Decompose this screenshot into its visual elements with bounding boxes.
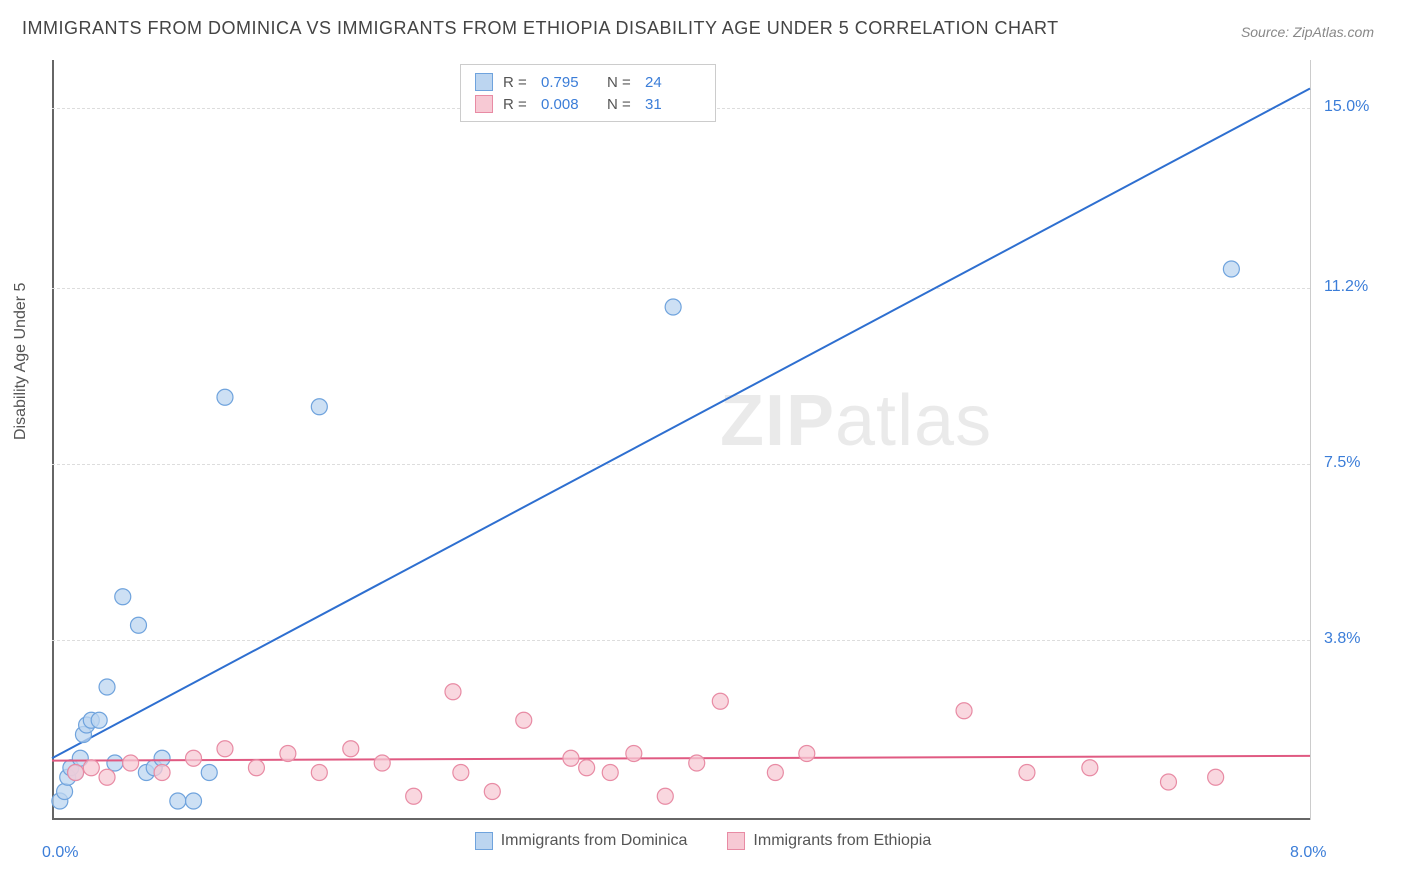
data-point (57, 784, 73, 800)
data-point (712, 693, 728, 709)
legend-stat-value: 0.008 (541, 96, 597, 113)
data-point (1223, 261, 1239, 277)
data-point (1208, 769, 1224, 785)
data-point (154, 765, 170, 781)
data-point (445, 684, 461, 700)
right-axis-line (1310, 60, 1311, 820)
legend-series-item: Immigrants from Ethiopia (727, 832, 931, 850)
data-point (99, 769, 115, 785)
data-point (374, 755, 390, 771)
data-point (956, 703, 972, 719)
data-point (1160, 774, 1176, 790)
legend-stats-box: R = 0.795 N = 24 R = 0.008 N = 31 (460, 64, 716, 122)
y-tick-label: 3.8% (1324, 630, 1360, 648)
legend-stat-row: R = 0.008 N = 31 (475, 93, 701, 115)
data-point (516, 712, 532, 728)
y-tick-label: 7.5% (1324, 454, 1360, 472)
data-point (799, 746, 815, 762)
data-point (170, 793, 186, 809)
regression-line (52, 756, 1310, 761)
data-point (91, 712, 107, 728)
data-point (343, 741, 359, 757)
data-point (563, 750, 579, 766)
data-point (217, 389, 233, 405)
data-point (1019, 765, 1035, 781)
data-point (626, 746, 642, 762)
legend-stat-label: R = (503, 96, 531, 113)
legend-swatch (727, 832, 745, 850)
data-point (665, 299, 681, 315)
data-point (217, 741, 233, 757)
legend-series-label: Immigrants from Ethiopia (753, 832, 931, 850)
data-point (68, 765, 84, 781)
data-point (767, 765, 783, 781)
data-point (311, 399, 327, 415)
data-point (484, 784, 500, 800)
data-point (657, 788, 673, 804)
data-point (186, 750, 202, 766)
data-point (579, 760, 595, 776)
data-point (248, 760, 264, 776)
data-point (1082, 760, 1098, 776)
legend-swatch (475, 73, 493, 91)
data-point (186, 793, 202, 809)
legend-series-item: Immigrants from Dominica (475, 832, 688, 850)
legend-swatch (475, 95, 493, 113)
legend-series: Immigrants from Dominica Immigrants from … (0, 832, 1406, 850)
legend-stat-value: 24 (645, 74, 701, 91)
chart-title: IMMIGRANTS FROM DOMINICA VS IMMIGRANTS F… (22, 18, 1059, 39)
data-point (99, 679, 115, 695)
legend-stat-row: R = 0.795 N = 24 (475, 71, 701, 93)
legend-stat-label: N = (607, 96, 635, 113)
data-point (130, 617, 146, 633)
data-point (154, 750, 170, 766)
legend-stat-label: N = (607, 74, 635, 91)
data-point (311, 765, 327, 781)
y-axis-title: Disability Age Under 5 (12, 283, 30, 440)
legend-stat-value: 31 (645, 96, 701, 113)
data-point (123, 755, 139, 771)
legend-swatch (475, 832, 493, 850)
data-point (83, 760, 99, 776)
data-point (453, 765, 469, 781)
data-point (115, 589, 131, 605)
data-point (406, 788, 422, 804)
legend-series-label: Immigrants from Dominica (501, 832, 688, 850)
y-tick-label: 15.0% (1324, 98, 1369, 116)
chart-svg (52, 60, 1310, 820)
data-point (280, 746, 296, 762)
y-tick-label: 11.2% (1324, 278, 1368, 296)
regression-line (52, 89, 1310, 759)
data-point (107, 755, 123, 771)
source-attribution: Source: ZipAtlas.com (1241, 24, 1374, 40)
data-point (201, 765, 217, 781)
data-point (689, 755, 705, 771)
data-point (602, 765, 618, 781)
legend-stat-value: 0.795 (541, 74, 597, 91)
legend-stat-label: R = (503, 74, 531, 91)
